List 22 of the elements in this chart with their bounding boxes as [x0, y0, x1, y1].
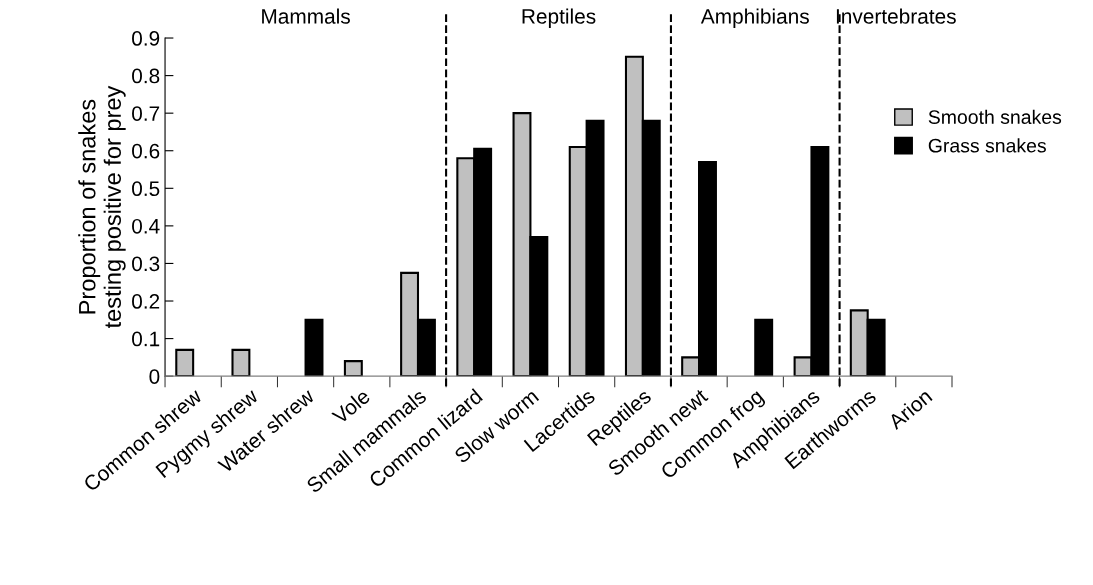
y-tick-label: 0.7 — [132, 106, 160, 121]
legend-label: Smooth snakes — [928, 109, 1062, 124]
bar — [175, 348, 195, 377]
bar — [231, 348, 251, 377]
bar — [343, 360, 363, 377]
legend-label: Grass snakes — [928, 138, 1046, 153]
y-axis-title: Proportion of snakes testing positive for prey — [78, 85, 126, 329]
text: Mammals — [262, 8, 350, 24]
y-tick-label: 0.5 — [132, 181, 160, 197]
y-tick-label: 0.9 — [132, 31, 160, 46]
bar — [754, 318, 774, 377]
y-tick-label: 0.6 — [132, 143, 160, 159]
text: Reptiles — [522, 8, 596, 28]
bar — [304, 318, 324, 377]
text: Amphibians — [700, 8, 809, 28]
text: Invertebrates — [836, 8, 956, 24]
y-tick-label: 0.4 — [132, 218, 160, 234]
y-tick-label: 0.3 — [132, 256, 160, 272]
y-tick-label: 0.8 — [132, 68, 160, 84]
y-tick-label: 0.2 — [132, 294, 160, 309]
y-tick-label: 0.1 — [132, 331, 160, 347]
y-tick-label: 0 — [149, 369, 160, 384]
